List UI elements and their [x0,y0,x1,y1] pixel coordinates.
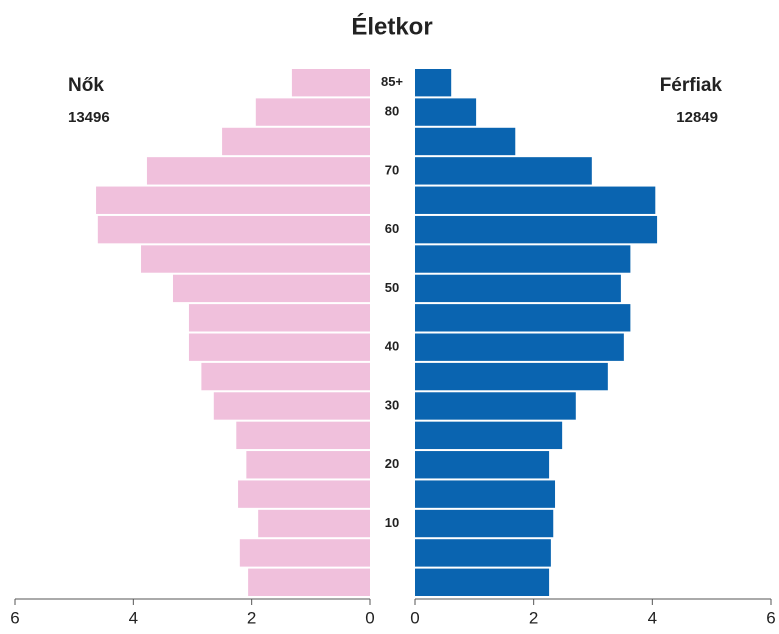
x-tick-label: 0 [410,608,419,627]
age-label: 70 [385,162,399,177]
bar [415,539,551,567]
bar [291,69,370,97]
bar [188,304,370,332]
bar [213,392,370,420]
x-tick-label: 2 [247,608,256,627]
age-label: 85+ [381,74,403,89]
bar [415,392,576,420]
bar [96,186,370,214]
bar [236,421,370,450]
bar [97,215,370,244]
age-label: 80 [385,104,399,119]
bar [415,69,452,97]
age-label: 60 [385,221,399,236]
x-tick-label: 2 [529,608,538,627]
bar [415,421,563,450]
bar [201,362,370,391]
legend-left-name: Nők [68,75,104,96]
age-label: 30 [385,397,399,412]
bar [239,539,370,567]
bar [415,362,608,391]
bar [415,568,550,596]
bar [238,480,370,508]
bar [188,333,370,361]
x-tick-label: 6 [10,608,19,627]
bar [415,215,658,244]
age-label: 50 [385,280,399,295]
age-label: 40 [385,339,399,354]
x-tick-label: 4 [129,608,138,627]
x-tick-label: 0 [365,608,374,627]
chart-title: Életkor [351,12,432,40]
x-tick-label: 6 [766,608,775,627]
bar [258,509,370,538]
bar [141,245,370,273]
age-label: 10 [385,515,399,530]
bar [246,451,370,479]
bar [415,127,516,156]
bar [415,245,631,273]
bar [146,157,370,185]
age-label: 20 [385,456,399,471]
bar [415,98,477,126]
bar [415,304,631,332]
legend-right-total: 12849 [676,109,718,126]
bar [248,568,370,596]
bar [222,127,370,156]
legend-left-total: 13496 [68,109,110,126]
bar [415,157,592,185]
bar [172,274,370,303]
bar [415,509,554,538]
bar [415,333,624,361]
bar [415,451,550,479]
bar [415,186,656,214]
legend-right-name: Férfiak [660,75,723,96]
bar [415,480,556,508]
bar [255,98,370,126]
bar [415,274,621,303]
x-tick-label: 4 [648,608,657,627]
